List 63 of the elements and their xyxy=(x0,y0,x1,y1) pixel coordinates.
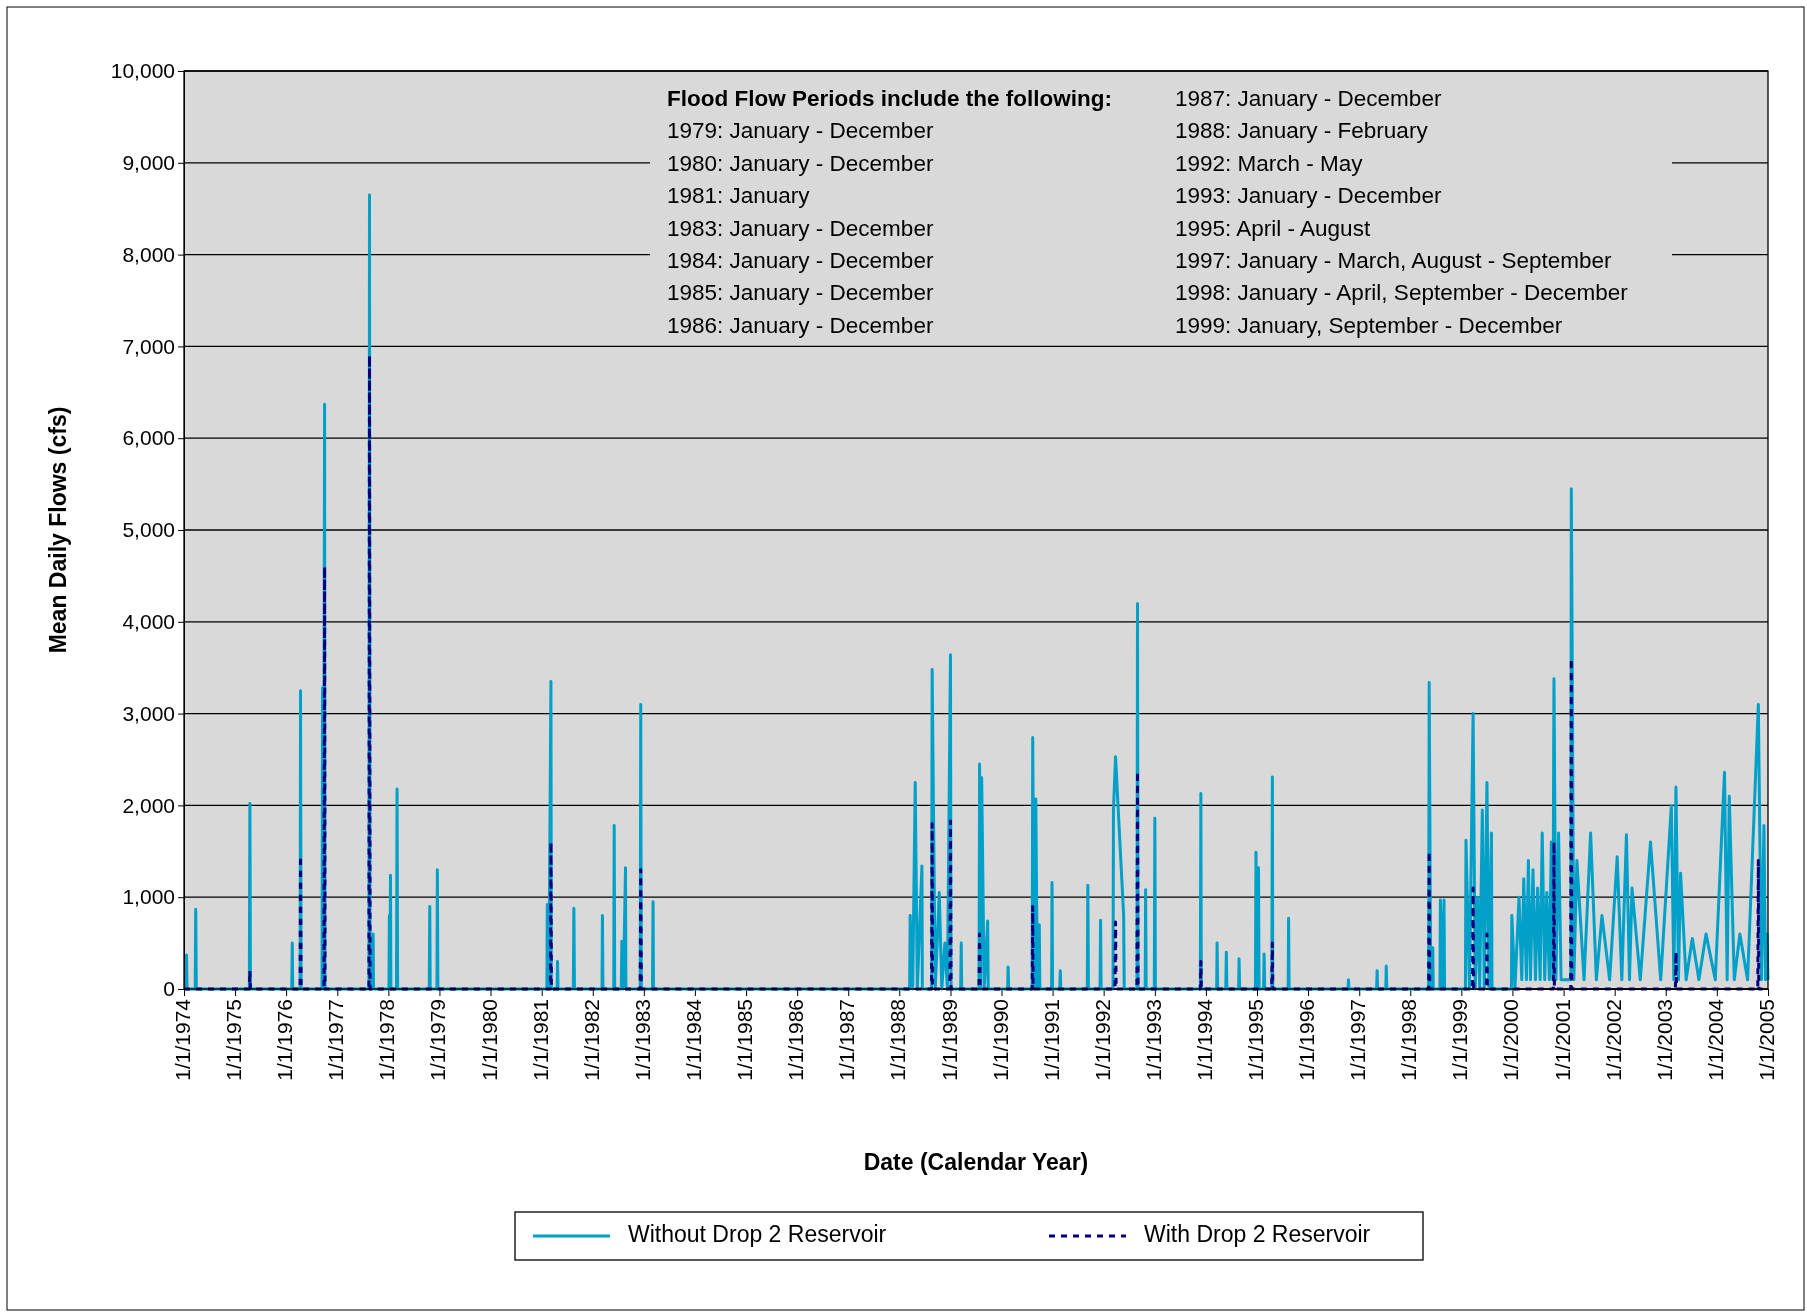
x-tick-label: 1/1/1988 xyxy=(886,999,910,1081)
annotation: 1986: January - December xyxy=(667,312,934,338)
y-tick-label: 1,000 xyxy=(122,885,175,909)
annotation: 1998: January - April, September - December xyxy=(1175,280,1629,306)
legend-label: With Drop 2 Reservoir xyxy=(1144,1221,1371,1248)
y-tick-label: 8,000 xyxy=(122,242,175,266)
x-tick-label: 1/1/2002 xyxy=(1601,999,1625,1081)
y-tick-label: 6,000 xyxy=(122,426,175,450)
annotation: 1992: March - May xyxy=(1175,150,1364,176)
x-tick-label: 1/1/1984 xyxy=(681,998,705,1081)
x-tick-label: 1/1/2005 xyxy=(1755,999,1779,1081)
x-tick-label: 1/1/1993 xyxy=(1141,999,1165,1081)
x-tick-label: 1/1/2001 xyxy=(1550,999,1574,1081)
y-tick-label: 0 xyxy=(163,977,175,1001)
x-tick-label: 1/1/1994 xyxy=(1192,998,1216,1081)
annotation: 1984: January - December xyxy=(667,247,934,273)
x-axis-title: Date (Calendar Year) xyxy=(863,1149,1089,1175)
x-tick-label: 1/1/1990 xyxy=(988,999,1012,1081)
y-tick-label: 5,000 xyxy=(122,518,175,542)
x-tick-label: 1/1/1989 xyxy=(937,999,961,1081)
x-tick-label: 1/1/1983 xyxy=(630,999,654,1081)
x-tick-label: 1/1/1977 xyxy=(324,999,348,1081)
y-tick-label: 9,000 xyxy=(122,151,175,175)
x-tick-label: 1/1/2003 xyxy=(1652,999,1676,1081)
x-tick-label: 1/1/1982 xyxy=(579,999,603,1081)
y-tick-label: 3,000 xyxy=(122,701,175,725)
annotation: 1993: January - December xyxy=(1175,183,1442,209)
x-tick-label: 1/1/1978 xyxy=(375,999,399,1081)
annotation: 1987: January - December xyxy=(1175,85,1442,111)
annotation: 1999: January, September - December xyxy=(1175,312,1563,338)
annotation: 1980: January - December xyxy=(667,150,934,176)
x-tick-label: 1/1/2000 xyxy=(1499,999,1523,1081)
annotation: 1979: January - December xyxy=(667,118,934,144)
x-tick-label: 1/1/1980 xyxy=(477,999,501,1081)
x-tick-label: 1/1/1996 xyxy=(1295,999,1319,1081)
x-tick-label: 1/1/1991 xyxy=(1039,999,1063,1081)
x-tick-label: 1/1/1998 xyxy=(1397,999,1421,1081)
y-tick-label: 7,000 xyxy=(122,334,175,358)
x-tick-label: 1/1/1976 xyxy=(273,999,297,1081)
x-tick-label: 1/1/1975 xyxy=(222,999,246,1081)
x-tick-label: 1/1/1974 xyxy=(171,998,195,1081)
x-tick-label: 1/1/1987 xyxy=(835,999,859,1081)
x-tick-label: 1/1/1995 xyxy=(1244,999,1268,1081)
legend-label: Without Drop 2 Reservoir xyxy=(628,1221,887,1248)
annotation: 1988: January - February xyxy=(1175,118,1429,144)
annotation: 1985: January - December xyxy=(667,280,934,306)
x-tick-label: 1/1/1979 xyxy=(426,999,450,1081)
annotation: 1997: January - March, August - September xyxy=(1175,247,1612,273)
y-tick-label: 2,000 xyxy=(122,793,175,817)
y-tick-label: 10,000 xyxy=(110,59,175,83)
x-tick-label: 1/1/1985 xyxy=(733,999,757,1081)
annotation: 1981: January xyxy=(667,183,811,209)
x-tick-label: 1/1/1981 xyxy=(528,999,552,1081)
x-tick-label: 1/1/1992 xyxy=(1090,999,1114,1081)
annotation: 1995: April - August xyxy=(1175,215,1371,241)
x-tick-label: 1/1/1999 xyxy=(1448,999,1472,1081)
x-tick-label: 1/1/2004 xyxy=(1703,998,1727,1081)
y-tick-label: 4,000 xyxy=(122,610,175,634)
x-tick-label: 1/1/1997 xyxy=(1346,999,1370,1081)
x-tick-label: 1/1/1986 xyxy=(784,999,808,1081)
annotation: Flood Flow Periods include the following: xyxy=(667,85,1112,111)
y-axis-title: Mean Daily Flows (cfs) xyxy=(45,406,71,654)
annotation: 1983: January - December xyxy=(667,215,934,241)
